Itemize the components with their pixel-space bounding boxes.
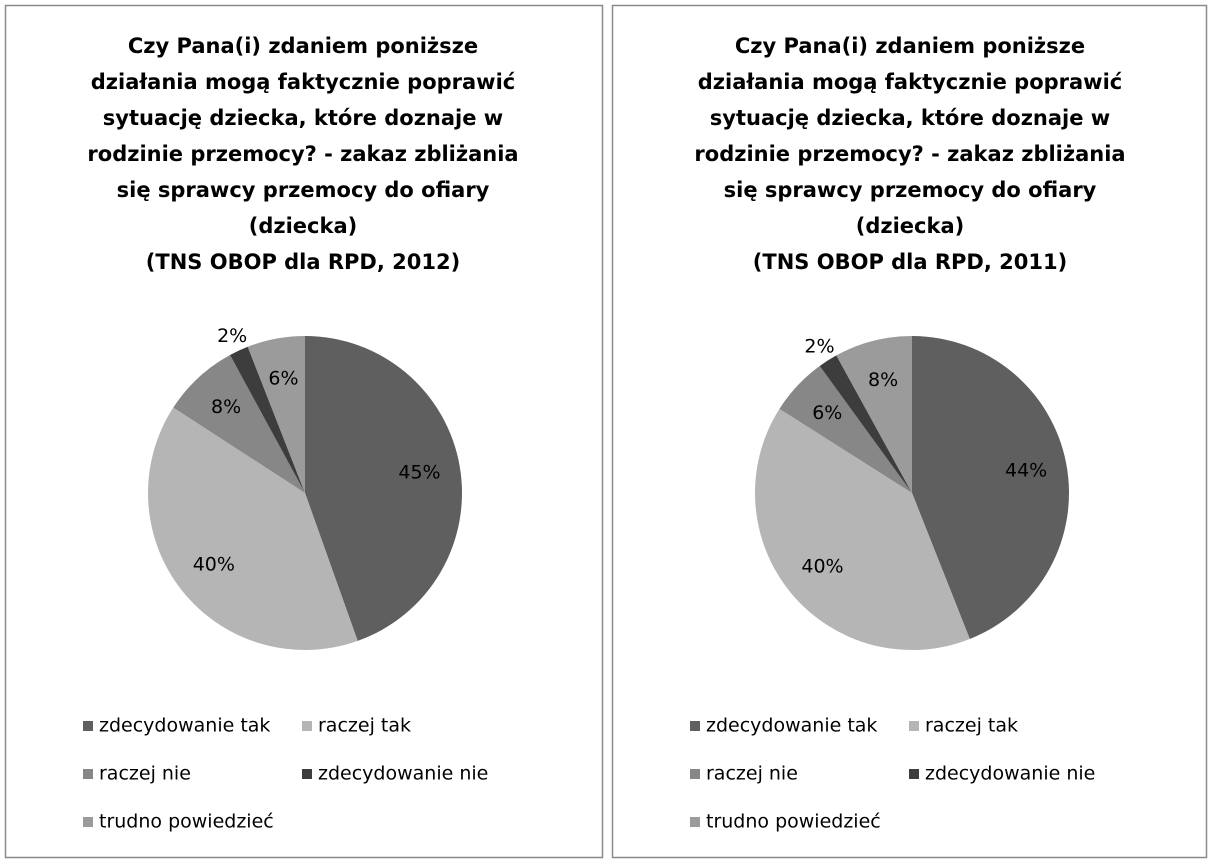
- legend-label: raczej tak: [318, 715, 411, 737]
- legend-swatch: [83, 769, 93, 779]
- legend-label: raczej nie: [99, 763, 191, 785]
- pie-slice: [779, 365, 912, 493]
- legend-label: zdecydowanie nie: [925, 763, 1095, 785]
- pie-slice: [230, 346, 305, 493]
- legend-swatch: [909, 721, 919, 731]
- chart-title: (TNS OBOP dla RPD, 2012): [146, 250, 460, 274]
- data-label: 2%: [804, 336, 834, 358]
- chart-title: działania mogą faktycznie poprawić: [91, 70, 515, 94]
- legend-swatch: [83, 817, 93, 827]
- chart-title: sytuację dziecka, które doznaje w: [710, 106, 1110, 130]
- legend-label: zdecydowanie tak: [706, 715, 877, 737]
- data-label: 6%: [812, 402, 842, 424]
- chart-title: (TNS OBOP dla RPD, 2011): [753, 250, 1067, 274]
- chart-title: (dziecka): [856, 214, 964, 238]
- legend-swatch: [909, 769, 919, 779]
- data-label: 45%: [398, 462, 440, 484]
- legend-swatch: [690, 769, 700, 779]
- chart-title: się sprawcy przemocy do ofiary: [724, 178, 1097, 202]
- legend-swatch: [690, 721, 700, 731]
- legend-swatch: [302, 721, 312, 731]
- pie-slice: [912, 336, 1069, 639]
- chart-title: Czy Pana(i) zdaniem poniższe: [128, 34, 478, 58]
- legend-label: trudno powiedzieć: [99, 811, 274, 833]
- pie-slice: [247, 336, 305, 493]
- chart-title: (dziecka): [249, 214, 357, 238]
- data-label: 8%: [868, 369, 898, 391]
- chart-title: się sprawcy przemocy do ofiary: [117, 178, 490, 202]
- pie-slice: [836, 336, 912, 493]
- data-label: 40%: [193, 554, 235, 576]
- chart-title: rodzinie przemocy? - zakaz zbliżania: [87, 142, 518, 166]
- pie-slice: [148, 407, 358, 650]
- legend-swatch: [302, 769, 312, 779]
- chart-title: działania mogą faktycznie poprawić: [698, 70, 1122, 94]
- legend-label: trudno powiedzieć: [706, 811, 881, 833]
- pie-slice: [305, 336, 462, 641]
- legend-label: raczej tak: [925, 715, 1018, 737]
- data-label: 44%: [1005, 460, 1047, 482]
- legend-swatch: [690, 817, 700, 827]
- data-label: 2%: [217, 325, 247, 347]
- legend-swatch: [83, 721, 93, 731]
- data-label: 6%: [268, 367, 298, 389]
- legend-label: zdecydowanie nie: [318, 763, 488, 785]
- pie-slice: [173, 355, 305, 493]
- chart-title: sytuację dziecka, które doznaje w: [103, 106, 503, 130]
- legend-label: raczej nie: [706, 763, 798, 785]
- chart-title: rodzinie przemocy? - zakaz zbliżania: [694, 142, 1125, 166]
- chart-title: Czy Pana(i) zdaniem poniższe: [735, 34, 1085, 58]
- data-label: 40%: [801, 556, 843, 578]
- data-label: 8%: [211, 396, 241, 418]
- legend-label: zdecydowanie tak: [99, 715, 270, 737]
- pie-slice: [754, 408, 970, 650]
- pie-slice: [819, 355, 912, 493]
